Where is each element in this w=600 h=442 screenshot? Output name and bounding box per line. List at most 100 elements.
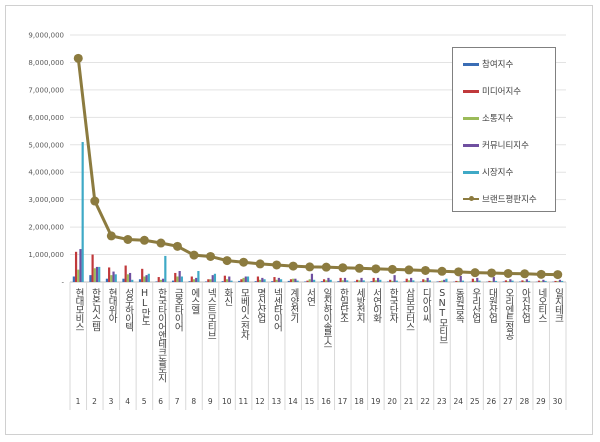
brand-index-point-2 (90, 196, 100, 206)
bar-17-시장지수 (346, 280, 349, 282)
bar-13-커뮤니티지수 (277, 277, 280, 282)
x-category-label: 오리엔트정공 (502, 288, 514, 339)
y-tick-label: 5,000,000 (28, 141, 64, 149)
bar-15-참여지수 (304, 281, 307, 282)
bar-3-소통지수 (110, 275, 113, 282)
bar-1-시장지수 (81, 142, 84, 282)
x-category-label: 현대위아 (106, 288, 118, 322)
legend-label: 브랜드평판지수 (482, 195, 537, 205)
bar-30-미디어지수 (554, 280, 557, 282)
bar-14-소통지수 (292, 278, 295, 282)
legend-swatch-icon (463, 170, 479, 174)
bar-23-미디어지수 (438, 281, 441, 282)
bar-30-커뮤니티지수 (558, 279, 562, 282)
bar-16-커뮤니티지수 (327, 277, 330, 282)
legend-item: 커뮤니티지수 (463, 139, 529, 151)
x-rank-label: 13 (271, 397, 282, 406)
x-category-label: 아진산업 (519, 288, 531, 322)
y-tick-label: - (61, 279, 64, 287)
x-rank-label: 25 (470, 397, 480, 406)
x-category-label: 한국단자 (387, 288, 399, 322)
bar-27-소통지수 (507, 281, 510, 282)
bar-24-소통지수 (457, 281, 460, 282)
bar-26-소통지수 (490, 281, 493, 282)
bar-11-소통지수 (242, 277, 245, 282)
bar-12-시장지수 (263, 279, 266, 282)
bar-4-참여지수 (122, 278, 125, 282)
bar-19-시장지수 (379, 279, 382, 282)
legend-item: 브랜드평판지수 (463, 193, 537, 205)
bar-13-소통지수 (275, 279, 278, 282)
bar-23-소통지수 (440, 280, 444, 282)
x-category-label: 계양전기 (287, 288, 299, 322)
bar-18-커뮤니티지수 (360, 277, 363, 282)
x-category-label: 화신 (221, 288, 233, 305)
bar-22-소통지수 (424, 280, 427, 282)
brand-index-point-5 (139, 235, 149, 245)
bar-29-미디어지수 (537, 280, 541, 282)
bar-30-시장지수 (561, 280, 564, 282)
bar-28-참여지수 (519, 281, 522, 282)
bar-4-소통지수 (126, 274, 129, 282)
bar-10-시장지수 (230, 280, 233, 282)
bar-5-소통지수 (143, 276, 146, 282)
bar-7-커뮤니티지수 (178, 271, 181, 282)
brand-index-point-16 (321, 262, 331, 272)
bar-8-시장지수 (197, 271, 200, 282)
chart-frame (5, 5, 593, 435)
bar-9-커뮤니티지수 (211, 275, 214, 282)
x-rank-label: 24 (453, 397, 464, 406)
x-rank-label: 6 (158, 397, 164, 406)
x-rank-label: 7 (174, 397, 180, 406)
brand-index-point-1 (73, 53, 83, 63)
bar-29-시장지수 (544, 280, 547, 282)
bar-11-시장지수 (246, 276, 250, 282)
legend-swatch-icon (463, 62, 479, 66)
bar-20-시장지수 (395, 280, 398, 282)
bar-15-미디어지수 (306, 280, 309, 282)
bar-6-커뮤니티지수 (162, 278, 165, 282)
bar-17-커뮤니티지수 (343, 277, 347, 282)
x-rank-label: 30 (552, 397, 563, 406)
bar-17-미디어지수 (339, 277, 342, 282)
brand-index-point-13 (272, 260, 282, 270)
bar-1-소통지수 (77, 269, 80, 282)
x-category-label: 성우하이텍 (122, 288, 134, 331)
bar-23-커뮤니티지수 (443, 279, 446, 282)
x-rank-label: 17 (337, 397, 348, 406)
x-rank-label: 23 (436, 397, 447, 406)
y-tick-label: 6,000,000 (28, 114, 64, 122)
x-category-label: 우리산업 (469, 288, 481, 322)
bar-13-시장지수 (279, 279, 283, 282)
bar-3-커뮤니티지수 (112, 271, 115, 282)
bar-11-미디어지수 (240, 279, 243, 282)
legend-swatch-icon (463, 116, 479, 120)
bar-9-소통지수 (209, 279, 212, 282)
brand-index-point-29 (536, 269, 546, 279)
bar-8-참여지수 (188, 281, 191, 282)
x-category-label: 한일단조 (337, 288, 349, 322)
bar-16-시장지수 (329, 279, 332, 282)
bar-13-참여지수 (271, 281, 274, 282)
bar-27-미디어지수 (504, 280, 508, 282)
bar-16-소통지수 (325, 280, 328, 282)
brand-index-point-8 (189, 250, 199, 260)
brand-index-point-26 (487, 268, 497, 278)
bar-10-커뮤니티지수 (228, 276, 231, 282)
bar-12-커뮤니티지수 (261, 277, 264, 282)
bar-4-미디어지수 (124, 265, 127, 282)
y-tick-label: 9,000,000 (28, 32, 64, 40)
bar-7-소통지수 (176, 276, 179, 282)
bar-24-시장지수 (461, 280, 465, 282)
brand-index-point-24 (454, 267, 464, 277)
bar-14-참여지수 (287, 280, 290, 282)
brand-index-point-21 (404, 265, 414, 275)
bar-4-시장지수 (131, 279, 134, 282)
brand-index-point-14 (288, 261, 298, 271)
bar-6-소통지수 (159, 279, 163, 282)
bar-2-시장지수 (98, 266, 101, 282)
x-rank-label: 20 (387, 397, 397, 406)
bar-23-참여지수 (436, 281, 439, 282)
x-category-label: 동원금속 (453, 288, 465, 322)
bar-15-시장지수 (313, 279, 316, 282)
